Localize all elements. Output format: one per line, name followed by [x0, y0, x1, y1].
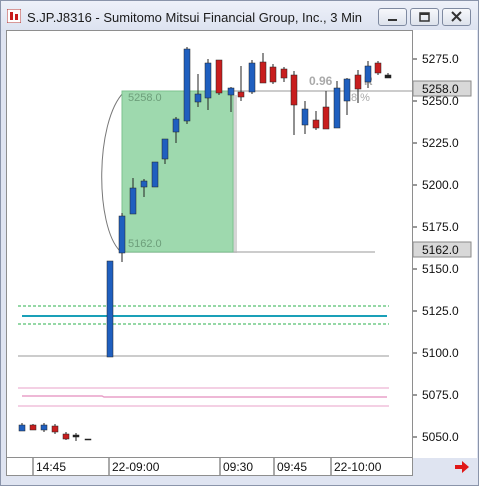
price-tick-label: 5200.0	[422, 178, 459, 192]
price-tick-label: 5125.0	[422, 304, 459, 318]
candle-body	[290, 74, 298, 106]
candle-body	[118, 215, 126, 254]
minimize-button[interactable]	[378, 8, 407, 26]
candle-body	[194, 93, 202, 103]
candle-body	[40, 424, 48, 431]
candle-body	[106, 260, 114, 358]
price-tick-label: 5175.0	[422, 220, 459, 234]
price-axis-svg: 5275.0 5250.0 5225.0 5200.0 5175.0 5150.0 5125…	[412, 52, 472, 444]
candle-body	[322, 106, 330, 130]
minimize-icon	[388, 19, 397, 21]
price-axis[interactable]: 5275.0 5250.0 5225.0 5200.0 5175.0 5150.0 5125…	[412, 30, 477, 458]
candle-body	[29, 424, 37, 431]
candle-body	[72, 434, 80, 438]
candle-body	[259, 61, 267, 84]
candle-body	[384, 74, 392, 79]
candle-body	[140, 180, 148, 188]
time-label-0930: 09:30	[223, 460, 253, 474]
candle-body	[204, 62, 212, 99]
pink-line-2	[22, 395, 387, 398]
time-label-0900: 22-09:00	[112, 460, 160, 474]
candle-body	[354, 74, 362, 90]
close-button[interactable]	[442, 8, 471, 26]
candle-body	[280, 68, 288, 79]
price-chart: 5258.0 5162.0 0.96 R 8 %	[18, 47, 412, 441]
candle-body	[172, 118, 180, 133]
candle-body	[248, 62, 256, 93]
arrow-right-icon[interactable]	[452, 458, 472, 476]
zone-low-tag: 5162.0	[422, 243, 459, 257]
price-tick-label: 5150.0	[422, 262, 459, 276]
profit-zone-rect[interactable]	[121, 90, 234, 253]
candle-body	[151, 161, 159, 188]
time-label-1445: 14:45	[36, 460, 66, 474]
stat-value: 0.96	[309, 74, 333, 88]
price-tick-label: 5225.0	[422, 136, 459, 150]
price-tick-label: 5100.0	[422, 346, 459, 360]
zone-bottom-label: 5162.0	[128, 238, 162, 250]
candle-body	[237, 91, 245, 98]
time-axis-svg: 14:45 22-09:00 09:30 09:45 22-10:00	[32, 458, 382, 475]
candle-body	[374, 62, 382, 74]
candle-body	[51, 425, 59, 433]
candle-body	[161, 138, 169, 160]
candle-body	[84, 438, 92, 441]
candle-body	[333, 87, 341, 129]
current-price-tag-bg	[412, 80, 472, 97]
close-icon	[451, 11, 462, 22]
current-price-tag: 5258.0	[422, 82, 459, 96]
candles-group	[18, 47, 392, 441]
price-tick-label: 5250.0	[422, 94, 459, 108]
candle-body	[18, 424, 26, 432]
zone-low-tag-bg	[412, 241, 472, 258]
restore-icon	[419, 12, 430, 22]
candle-body	[269, 66, 277, 83]
maximize-button[interactable]	[410, 8, 439, 26]
chart-app-icon	[7, 9, 21, 23]
time-label-1000: 22-10:00	[334, 460, 382, 474]
time-axis[interactable]: 14:45 22-09:00 09:30 09:45 22-10:00	[6, 458, 413, 476]
price-tick-label: 5050.0	[422, 430, 459, 444]
title-bar[interactable]: S.JP.J8316 - Sumitomo Mitsui Financial G…	[1, 1, 478, 31]
candle-body	[312, 119, 320, 129]
stat-percent: 8 %	[351, 92, 370, 104]
candle-body	[62, 433, 70, 440]
price-tick-label: 5075.0	[422, 388, 459, 402]
zone-bracket-curve	[101, 91, 125, 252]
candle-body	[301, 108, 309, 126]
candle-body	[183, 48, 191, 122]
candle-body	[227, 87, 235, 96]
price-tick-label: 5275.0	[422, 52, 459, 66]
candle-body	[364, 65, 372, 83]
time-label-0945: 09:45	[277, 460, 307, 474]
window-title: S.JP.J8316 - Sumitomo Mitsui Financial G…	[27, 10, 363, 25]
chart-plot-area[interactable]: 5258.0 5162.0 0.96 R 8 %	[6, 30, 413, 458]
zone-top-label: 5258.0	[128, 92, 162, 104]
candle-body	[129, 187, 137, 215]
candle-body	[343, 78, 351, 102]
candle-body	[215, 59, 223, 94]
